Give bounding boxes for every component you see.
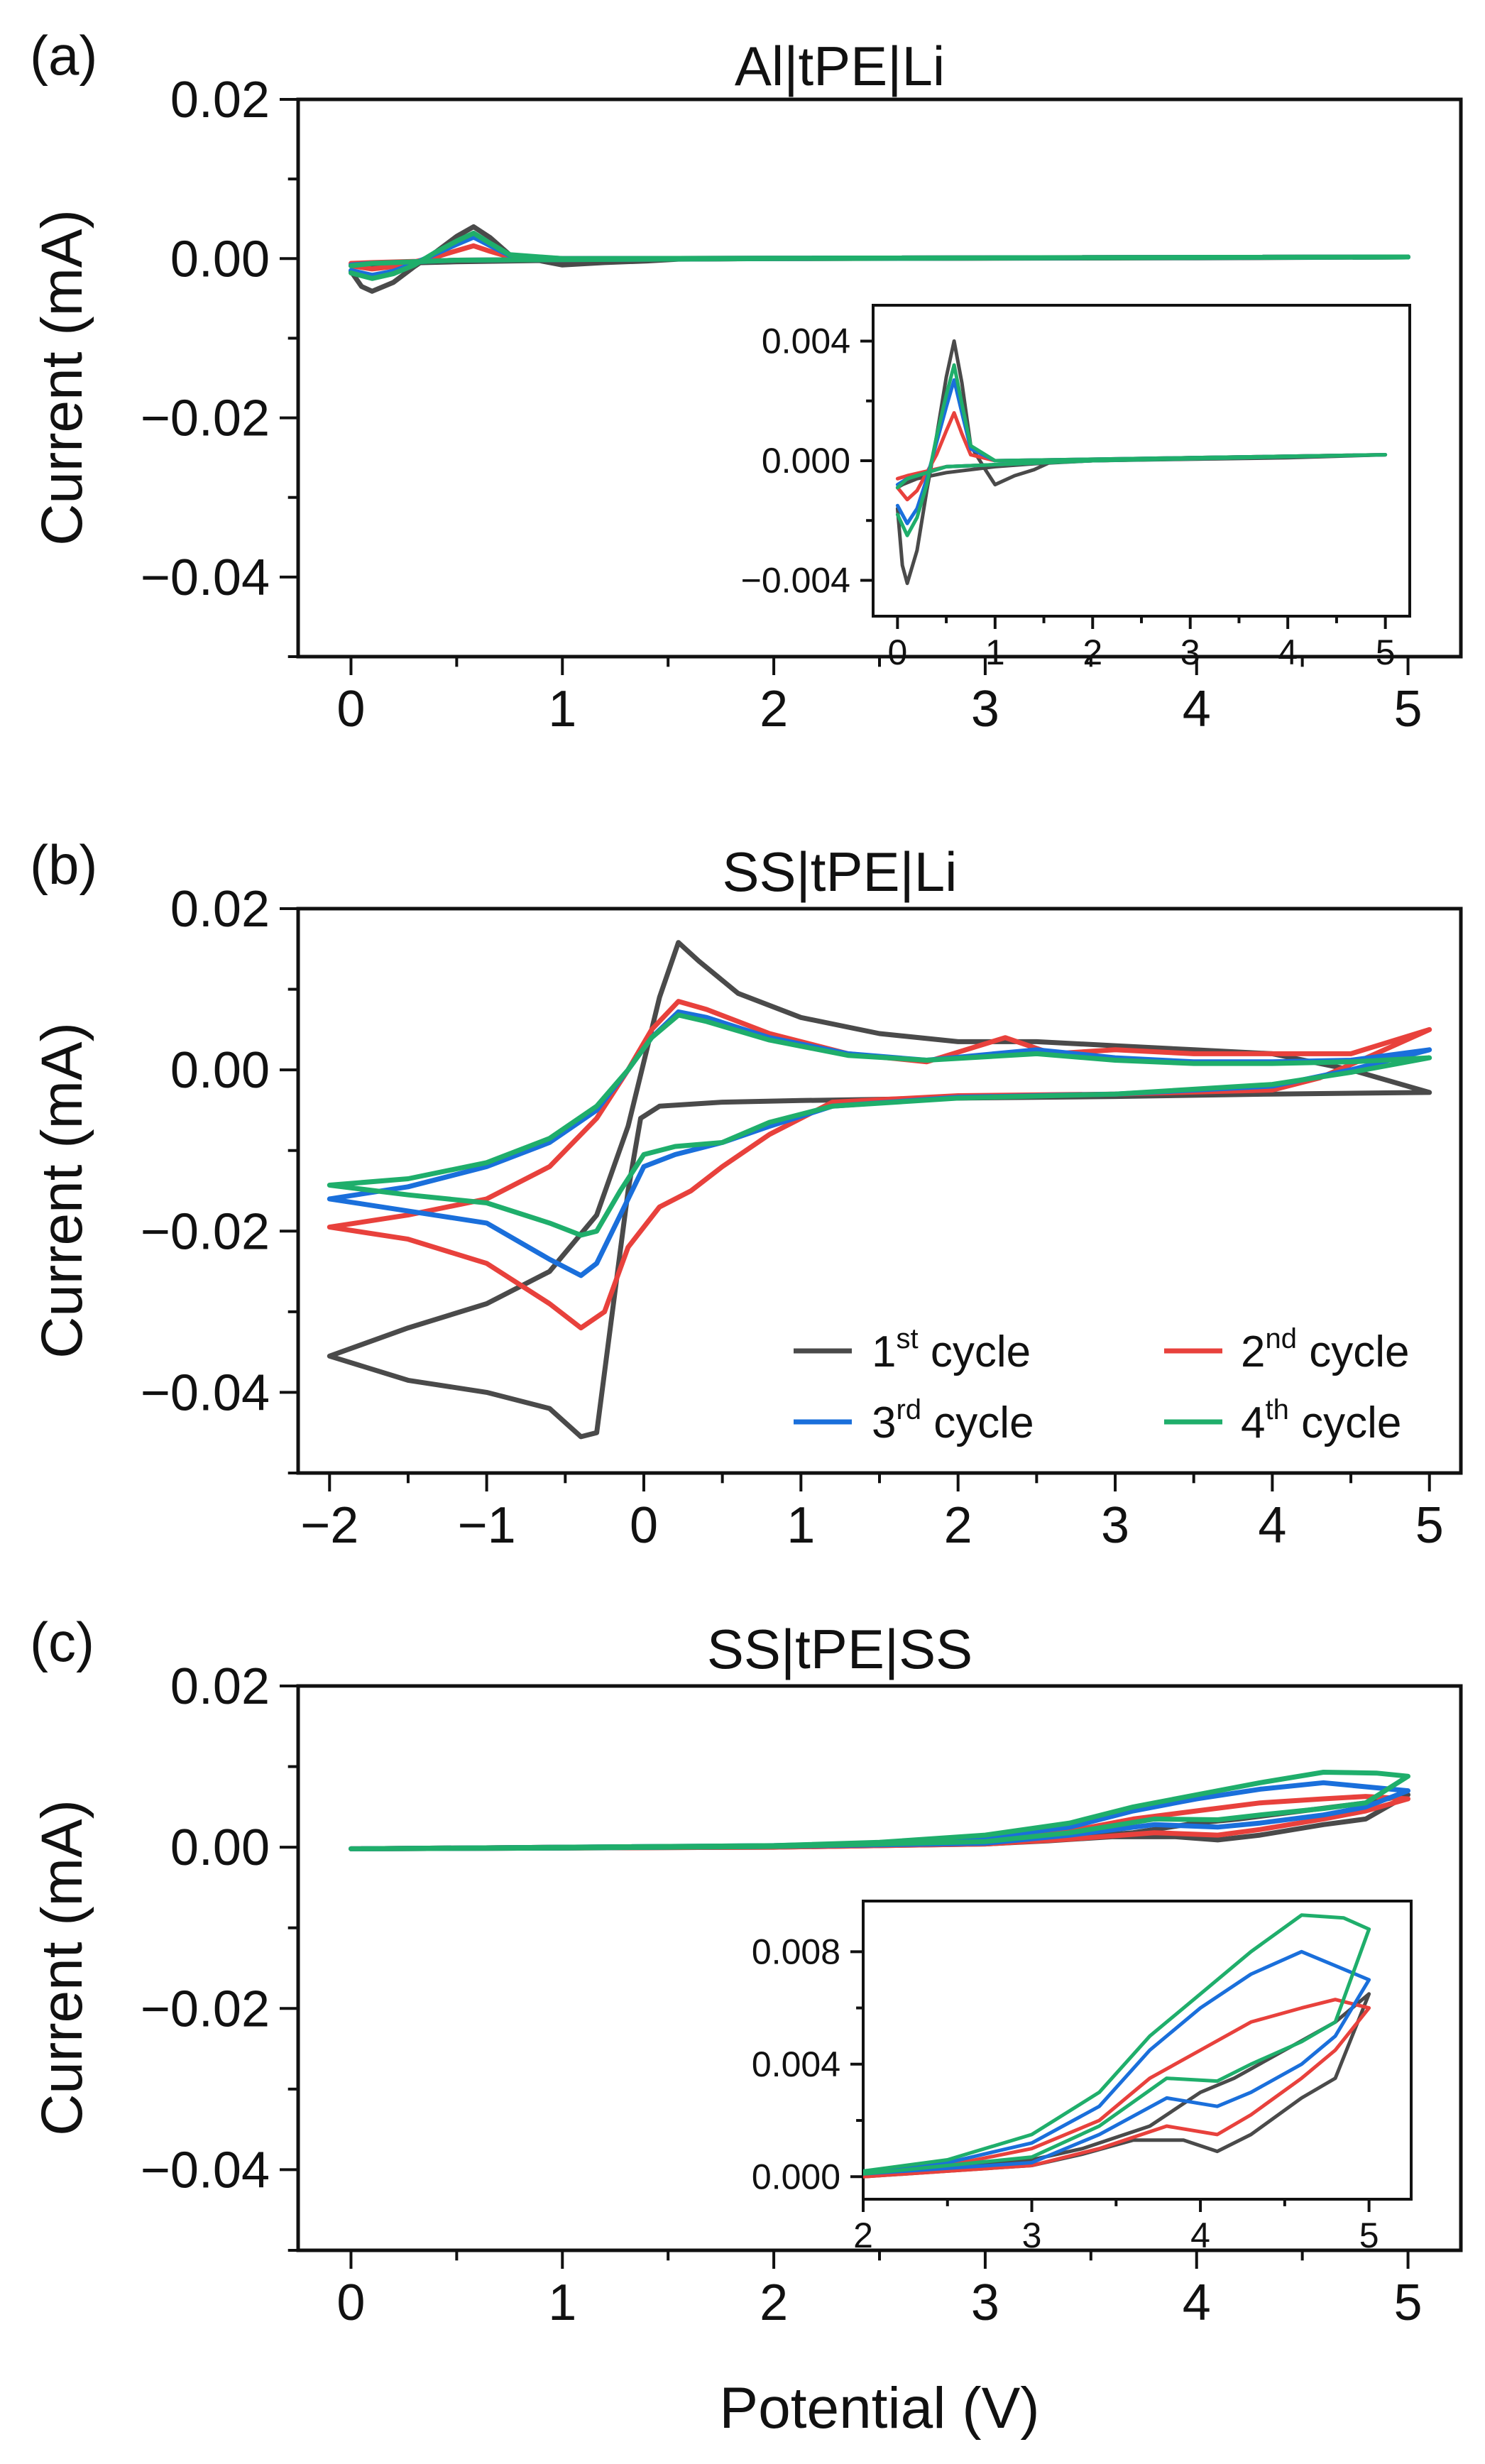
panel-a-x-tick-label: 5 [1394,681,1423,738]
panel-b-y-tick-label: 0.02 [170,881,270,938]
panel-c-inset-series [863,1913,1371,2179]
panel-a-series [349,224,1410,294]
panel-c-x-tick-label: 5 [1394,2274,1423,2331]
panel-b-y-axis-label: Current (mA) [30,1022,94,1359]
panel-a-x-tick-label: 1 [548,681,576,738]
panel-a-y-tick-label: 0.00 [170,231,270,288]
panel-c-inset-y-tick-label: 0.008 [752,1932,840,1971]
panel-c-y-tick-label: 0.02 [170,1658,270,1715]
panel-c-inset-y-tick-label: 0.004 [752,2044,840,2084]
panel-b-y-tick-label: −0.04 [141,1364,270,1421]
panel-a-inset-x-tick-label: 0 [887,633,907,672]
panel-c-inset-y-tick-label: 0.000 [752,2157,840,2196]
panel-c-inset-series-2nd-cycle [863,1998,1371,2179]
legend-label-4th-cycle: 4th cycle [1241,1394,1401,1447]
panel-c-x-tick-label: 3 [971,2274,999,2331]
panel-a-axes: 0 1 2 3 4 5 0.02 0.00 −0.02 −0.04 [141,72,1423,738]
panel-c-inset-axes: 2 3 4 5 0.008 0.004 0.000 [752,1932,1379,2255]
panel-c-y-tick-label: 0.00 [170,1819,270,1876]
panel-a-inset-series-4th-cycle [895,363,1388,537]
panel-c-label: (c) [30,1611,94,1673]
panel-b-x-tick-label: 2 [944,1497,972,1554]
legend-item-2nd-cycle: 2nd cycle [1164,1323,1409,1376]
panel-c-title: SS|tPE|SS [707,1618,972,1680]
panel-b-x-tick-label: 0 [630,1497,658,1554]
panel-a-x-tick-label: 4 [1183,681,1211,738]
panel-b-title: SS|tPE|Li [722,841,957,903]
panel-a-label: (a) [30,24,97,87]
panel-c-y-axis-label: Current (mA) [30,1800,94,2136]
panel-b-x-tick-label: 3 [1101,1497,1129,1554]
panel-b-y-tick-label: −0.02 [141,1203,270,1260]
panel-c-inset-x-tick-label: 5 [1359,2216,1379,2255]
legend-label-1st-cycle: 1st cycle [872,1323,1031,1376]
panel-b: (b) SS|tPE|Li −2 −1 0 1 2 3 4 5 0.02 0.00 −0.02 −0.… [30,833,1463,1554]
panel-a-inset-x-tick-label: 3 [1180,633,1200,672]
panel-b-x-tick-label: 1 [787,1497,815,1554]
panel-a-series-4th-cycle [349,230,1410,281]
panel-a-x-tick-label: 3 [971,681,999,738]
legend-label-3rd-cycle: 3rd cycle [872,1394,1034,1447]
legend-item-1st-cycle: 1st cycle [794,1323,1031,1376]
panel-c-inset-x-tick-label: 2 [853,2216,873,2255]
panel-c-inset-series-3rd-cycle [863,1949,1371,2176]
panel-c-series [349,1770,1410,1851]
panel-a-inset-series [895,339,1388,586]
panel-c-series-4th-cycle [349,1770,1410,1851]
panel-a-inset-x-tick-label: 4 [1278,633,1298,672]
panel-a-title: Al|tPE|Li [735,35,945,97]
panel-a-inset-x-tick-label: 5 [1376,633,1396,672]
panel-b-series-2nd-cycle [327,999,1432,1331]
panel-c-x-tick-label: 0 [336,2274,365,2331]
panel-a-inset-x-tick-label: 2 [1083,633,1102,672]
panel-c-y-tick-label: −0.04 [141,2142,270,2199]
panel-c-x-tick-label: 1 [548,2274,576,2331]
panel-a: (a) Al|tPE|Li 0 1 2 3 4 5 0.02 0.00 −0.02 −0.04 0… [30,24,1463,738]
panel-a-y-axis-label: Current (mA) [30,209,94,546]
panel-a-x-tick-label: 2 [760,681,788,738]
panel-b-x-tick-label: −2 [300,1497,358,1554]
panel-c-axes: 0 1 2 3 4 5 0.02 0.00 −0.02 −0.04 [141,1658,1423,2331]
panel-c-inset-series-4th-cycle [863,1913,1371,2176]
x-axis-label: Potential (V) [719,2376,1039,2441]
panel-a-inset-y-tick-label: 0.000 [762,441,850,481]
panel-c-inset-frame [862,1900,1413,2201]
panel-c-x-tick-label: 4 [1183,2274,1211,2331]
panel-b-x-tick-label: −1 [458,1497,516,1554]
panel-a-inset-y-tick-label: 0.004 [762,322,850,361]
panel-a-y-tick-label: 0.02 [170,72,270,128]
panel-b-x-tick-label: 4 [1258,1497,1286,1554]
legend-item-4th-cycle: 4th cycle [1164,1394,1401,1447]
panel-c-x-tick-label: 2 [760,2274,788,2331]
panel-b-series-4th-cycle [327,1012,1432,1238]
legend-item-3rd-cycle: 3rd cycle [794,1394,1034,1447]
panel-b-label: (b) [30,833,97,896]
panel-a-y-tick-label: −0.02 [141,390,270,447]
panel-c-inset-x-tick-label: 4 [1190,2216,1210,2255]
panel-a-inset-y-tick-label: −0.004 [741,560,850,600]
legend: 1st cycle 2nd cycle 3rd cycle 4th cycle [794,1323,1409,1447]
panel-b-y-tick-label: 0.00 [170,1042,270,1099]
legend-label-2nd-cycle: 2nd cycle [1241,1323,1409,1376]
panel-b-x-tick-label: 5 [1415,1497,1444,1554]
panel-b-axes: −2 −1 0 1 2 3 4 5 0.02 0.00 −0.02 −0.04 [141,881,1444,1554]
panel-c-inset-x-tick-label: 3 [1022,2216,1042,2255]
panel-a-inset-x-tick-label: 1 [985,633,1005,672]
panel-b-series [327,940,1432,1440]
panel-a-y-tick-label: −0.04 [141,549,270,606]
panel-c: (c) SS|tPE|SS 0 1 2 3 4 5 0.02 0.00 −0.02 −0.04 2… [30,1611,1463,2331]
panel-a-inset-axes: 0 1 2 3 4 5 0.004 0.000 −0.004 [741,322,1396,672]
panel-a-x-tick-label: 0 [336,681,365,738]
panel-c-y-tick-label: −0.02 [141,1981,270,2037]
